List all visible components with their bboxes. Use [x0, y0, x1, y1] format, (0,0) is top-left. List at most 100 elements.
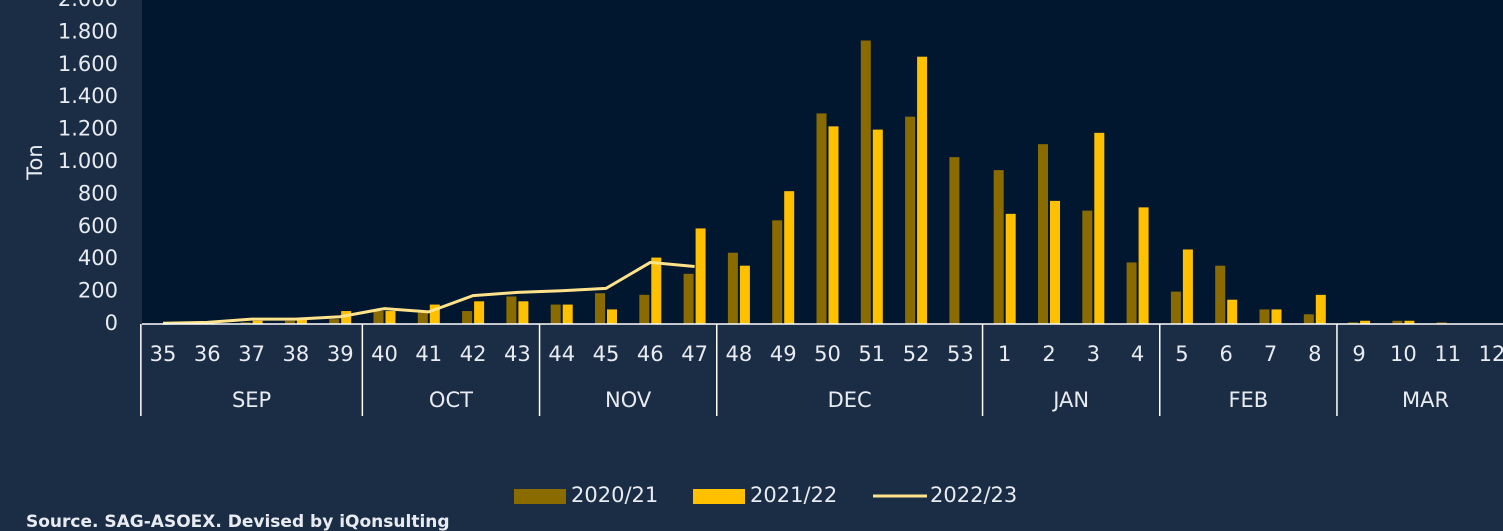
bar — [1360, 320, 1371, 324]
bar — [772, 220, 783, 324]
x-tick-label: 2 — [1042, 342, 1055, 366]
x-tick-label: 43 — [504, 342, 531, 366]
bar — [1215, 265, 1226, 324]
x-tick-label: 39 — [327, 342, 354, 366]
bar — [1005, 213, 1016, 324]
x-tick-label: 6 — [1220, 342, 1233, 366]
bar — [284, 320, 295, 324]
x-tick-label: 53 — [947, 342, 974, 366]
bar — [860, 40, 871, 324]
bar — [727, 252, 738, 324]
x-tick-label: 52 — [903, 342, 930, 366]
bar — [1050, 200, 1060, 324]
bar — [695, 228, 706, 324]
y-tick-label: 600 — [78, 214, 118, 238]
legend-label: 2022/23 — [930, 483, 1017, 507]
bar — [474, 301, 485, 324]
bar — [562, 304, 573, 324]
bar — [1404, 320, 1415, 324]
bar — [949, 157, 960, 324]
bar — [639, 294, 650, 324]
x-tick-label: 35 — [150, 342, 177, 366]
bar — [816, 113, 827, 325]
x-tick-label: 12 — [1479, 342, 1503, 366]
group-label: DEC — [828, 388, 872, 412]
y-tick-label: 800 — [78, 181, 118, 205]
bar — [429, 304, 440, 324]
group-label: FEB — [1228, 388, 1268, 412]
y-tick-label: 1.600 — [58, 52, 118, 76]
bar — [993, 170, 1004, 324]
y-tick-label: 2.000 — [58, 0, 118, 11]
legend-label: 2021/22 — [750, 483, 837, 507]
legend-swatch — [514, 489, 566, 504]
x-tick-label: 48 — [726, 342, 753, 366]
bar — [1303, 314, 1314, 324]
bar — [1271, 309, 1282, 324]
x-tick-label: 49 — [770, 342, 797, 366]
x-tick-label: 45 — [593, 342, 620, 366]
bar — [905, 116, 916, 324]
bar — [607, 309, 617, 324]
bar — [462, 311, 473, 324]
bar — [240, 322, 251, 324]
bar — [1094, 132, 1105, 324]
x-tick-label: 4 — [1131, 342, 1144, 366]
bar — [329, 319, 340, 324]
x-tick-label: 47 — [681, 342, 708, 366]
x-tick-label: 1 — [998, 342, 1011, 366]
group-label: NOV — [605, 388, 652, 412]
bar — [739, 265, 750, 324]
bar — [518, 301, 529, 324]
bar — [385, 311, 396, 324]
bar — [550, 304, 561, 324]
bar — [651, 257, 662, 324]
bar — [417, 312, 428, 324]
x-tick-label: 36 — [194, 342, 221, 366]
bar — [252, 320, 263, 324]
y-tick-label: 1.200 — [58, 117, 118, 141]
x-tick-label: 10 — [1390, 342, 1417, 366]
x-tick-label: 3 — [1087, 342, 1100, 366]
y-tick-label: 400 — [78, 246, 118, 270]
line — [162, 260, 695, 325]
group-label: SEP — [232, 388, 271, 412]
x-tick-label: 37 — [238, 342, 265, 366]
legend-swatch — [693, 489, 745, 504]
bar — [1126, 262, 1137, 324]
x-tick-label: 51 — [858, 342, 885, 366]
bar — [1170, 291, 1181, 324]
bar — [1038, 144, 1048, 324]
y-tick-label: 1.800 — [58, 19, 118, 43]
bar — [683, 273, 694, 324]
bar — [1259, 309, 1270, 324]
bar — [1138, 207, 1149, 324]
x-tick-label: 44 — [548, 342, 575, 366]
source: Source. SAG-ASOEX. Devised by iQonsultin… — [26, 512, 450, 531]
legend-label: 2020/21 — [571, 483, 658, 507]
y-tick-label: 1.400 — [58, 84, 118, 108]
y-tick-label: 200 — [78, 279, 118, 303]
bar — [373, 311, 384, 324]
bar — [296, 317, 307, 324]
bar — [1315, 294, 1326, 324]
group-label: JAN — [1051, 388, 1089, 412]
bar — [872, 129, 883, 324]
bar — [1436, 322, 1447, 324]
x-tick-label: 40 — [371, 342, 398, 366]
x-tick-label: 8 — [1308, 342, 1321, 366]
bar — [1227, 299, 1238, 324]
bar — [1082, 210, 1093, 324]
y-axis-label: Ton — [23, 144, 47, 180]
bar — [595, 293, 605, 324]
bar — [1182, 249, 1193, 324]
group-label: OCT — [429, 388, 473, 412]
x-tick-label: 7 — [1264, 342, 1277, 366]
x-tick-label: 50 — [814, 342, 841, 366]
x-tick-label: 41 — [415, 342, 442, 366]
bar — [784, 191, 795, 324]
x-tick-label: 38 — [283, 342, 310, 366]
bar — [506, 296, 517, 324]
bar — [341, 311, 352, 324]
